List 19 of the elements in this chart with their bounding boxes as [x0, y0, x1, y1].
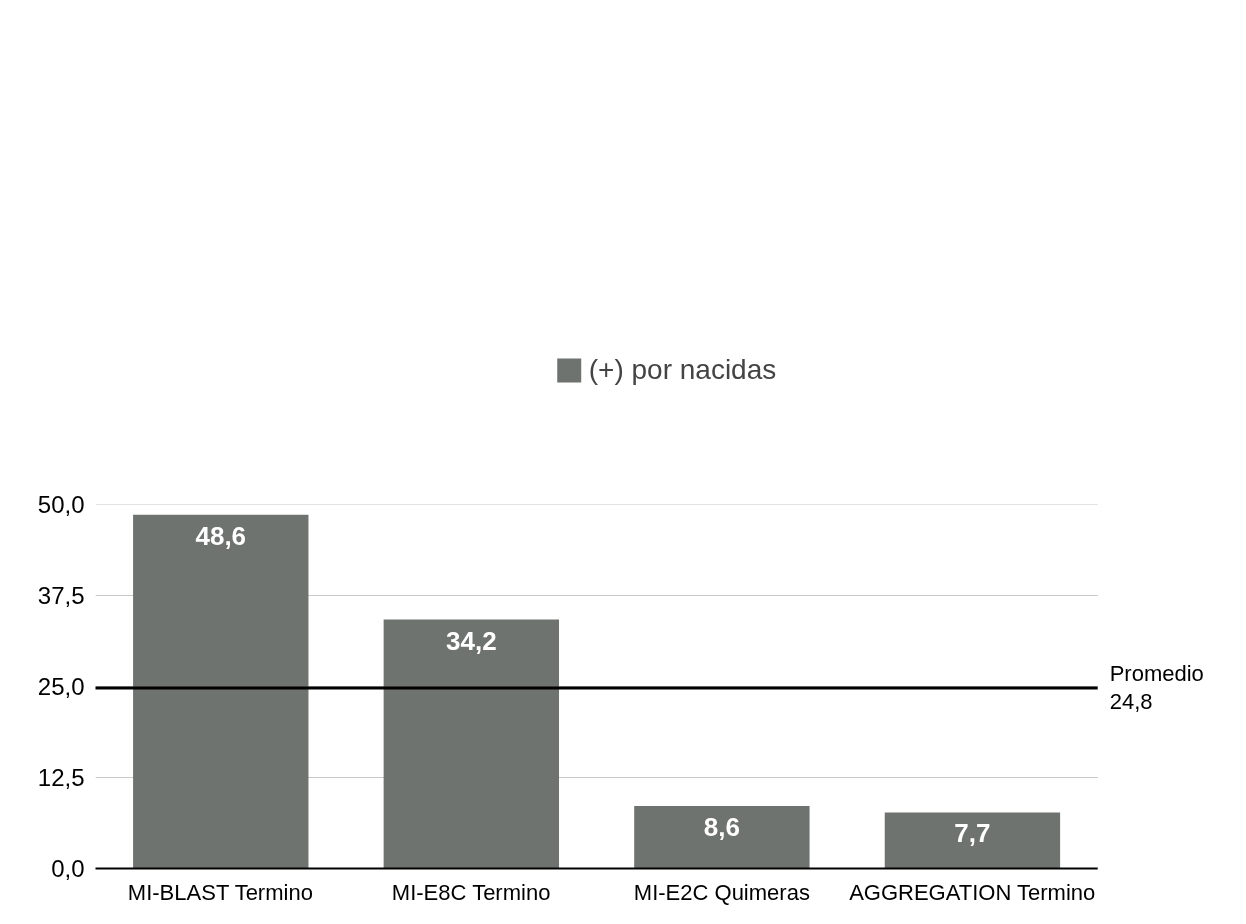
data-label: 48,6	[195, 520, 247, 551]
bar	[383, 619, 560, 869]
y-tick-label: 37,5	[37, 582, 85, 609]
y-tick-label: 25,0	[37, 673, 85, 700]
bar	[634, 805, 810, 869]
bar	[884, 812, 1061, 869]
y-tick-label: 12,5	[37, 764, 85, 791]
x-tick-label: MI-BLAST Termino	[127, 879, 313, 905]
x-tick-label: AGGREGATION Termino	[849, 879, 1096, 905]
x-tick-label: MI-E8C Termino	[391, 879, 551, 905]
x-tick-label: MI-E2C Quimeras	[633, 879, 810, 905]
ref-line-label: Promedio 24,8	[1109, 661, 1204, 715]
bar	[133, 514, 309, 869]
data-label: 34,2	[446, 625, 497, 656]
data-label: 8,6	[703, 811, 740, 842]
legend-label: (+) por nacidas	[588, 354, 777, 386]
y-tick-label: 50,0	[37, 491, 85, 518]
data-label: 7,7	[954, 818, 991, 849]
y-tick-label: 0,0	[51, 855, 85, 882]
